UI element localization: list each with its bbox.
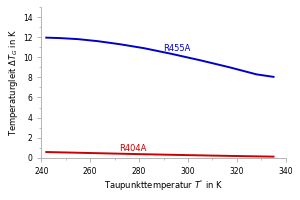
X-axis label: Taupunkttemperatur $T^{''}$ in K: Taupunkttemperatur $T^{''}$ in K: [104, 179, 223, 193]
Text: R455A: R455A: [164, 44, 191, 53]
Text: R404A: R404A: [120, 144, 147, 153]
Y-axis label: Temperaturgleit $\Delta T_G$ in K: Temperaturgleit $\Delta T_G$ in K: [7, 29, 20, 136]
